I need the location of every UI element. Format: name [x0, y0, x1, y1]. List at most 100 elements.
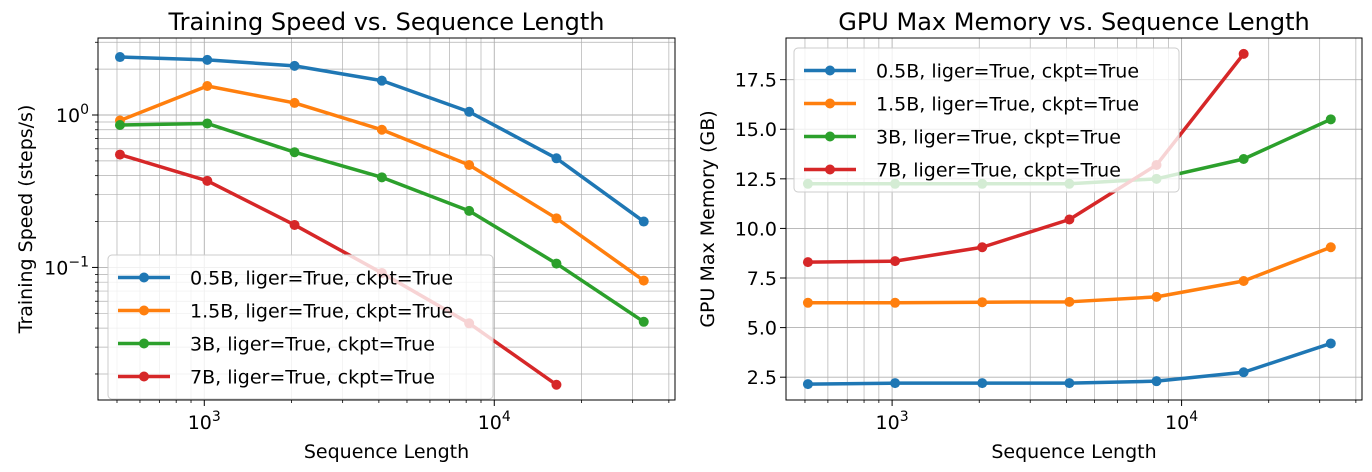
- data-point: [202, 118, 213, 129]
- legend-box: [793, 47, 1180, 193]
- data-point: [114, 119, 125, 130]
- data-point: [464, 205, 475, 216]
- data-point: [551, 153, 562, 164]
- x-tick-label: 103: [188, 409, 221, 434]
- tick-base: 10: [876, 412, 900, 434]
- data-point: [890, 378, 901, 389]
- series-2: [114, 118, 649, 327]
- data-point: [1325, 242, 1336, 253]
- y-axis-label: Training Speed (steps/s): [15, 105, 37, 335]
- data-point: [376, 124, 387, 135]
- y-tick-label: 5.0: [747, 318, 777, 340]
- data-point: [890, 297, 901, 308]
- tick-exponent: 4: [502, 409, 511, 425]
- legend-marker: [825, 98, 835, 109]
- y-tick-label: 15.0: [735, 119, 777, 141]
- data-point: [289, 97, 300, 108]
- tick-base: 10: [56, 105, 80, 127]
- y-tick-label: 7.5: [747, 268, 777, 290]
- data-point: [1238, 153, 1249, 164]
- series-0: [802, 338, 1336, 390]
- y-tick-label: 12.5: [735, 169, 777, 191]
- series-1: [114, 80, 649, 286]
- data-point: [1325, 114, 1336, 125]
- tick-exponent: 3: [900, 409, 909, 425]
- x-tick-label: 104: [478, 409, 511, 434]
- chart-title: Training Speed vs. Sequence Length: [168, 8, 605, 36]
- y-tick-label: 17.5: [735, 70, 777, 92]
- data-point: [802, 297, 813, 308]
- tick-base: 10: [44, 257, 68, 279]
- tick-base: 10: [478, 412, 502, 434]
- x-tick-label: 104: [1165, 409, 1198, 434]
- data-point: [289, 60, 300, 71]
- data-point: [114, 149, 125, 160]
- plot-frame: [785, 37, 1363, 401]
- training-speed-chart: Training Speed vs. Sequence Length Seque…: [15, 8, 676, 463]
- data-point: [114, 52, 125, 63]
- legend-marker: [139, 338, 149, 349]
- y-tick-label: 100: [56, 102, 89, 127]
- legend-marker: [825, 164, 835, 175]
- y-tick-label: 2.5: [747, 367, 777, 389]
- plot-frame: [97, 37, 676, 401]
- y-axis-label: GPU Max Memory (GB): [697, 110, 719, 327]
- data-point: [551, 258, 562, 269]
- chart-title: GPU Max Memory vs. Sequence Length: [838, 8, 1310, 36]
- grid: [786, 38, 1362, 400]
- series-line: [806, 245, 1333, 305]
- data-point: [202, 175, 213, 186]
- data-point: [1151, 376, 1162, 387]
- legend-label: 0.5B, liger=True, ckpt=True: [876, 61, 1139, 83]
- legend-marker: [825, 131, 835, 142]
- y-tick-label: 10−1: [44, 254, 89, 279]
- series-line: [806, 341, 1333, 386]
- data-point: [638, 316, 649, 327]
- data-point: [376, 75, 387, 86]
- legend: 0.5B, liger=True, ckpt=True 1.5B, liger=T…: [107, 254, 494, 400]
- legend-label: 3B, liger=True, ckpt=True: [876, 127, 1121, 149]
- data-point: [202, 80, 213, 91]
- tick-exponent: 3: [212, 409, 221, 425]
- x-axis-label: Sequence Length: [304, 441, 469, 463]
- data-point: [289, 219, 300, 230]
- tick-exponent: −1: [68, 254, 89, 270]
- data-point: [977, 378, 988, 389]
- data-point: [977, 297, 988, 308]
- tick-exponent: 0: [80, 102, 89, 118]
- data-point: [638, 216, 649, 227]
- data-point: [1238, 48, 1249, 59]
- legend-label: 3B, liger=True, ckpt=True: [190, 334, 435, 356]
- data-point: [464, 106, 475, 117]
- tick-exponent: 4: [1189, 409, 1198, 425]
- legend-marker: [139, 305, 149, 316]
- legend-label: 7B, liger=True, ckpt=True: [876, 160, 1121, 182]
- data-point: [1064, 214, 1075, 225]
- data-point: [1064, 378, 1075, 389]
- data-point: [202, 54, 213, 65]
- data-point: [551, 379, 562, 390]
- x-axis-label: Sequence Length: [991, 441, 1156, 463]
- data-point: [802, 379, 813, 390]
- legend-label: 0.5B, liger=True, ckpt=True: [190, 268, 453, 290]
- legend-box: [107, 254, 494, 400]
- legend-label: 1.5B, liger=True, ckpt=True: [876, 94, 1139, 116]
- legend: 0.5B, liger=True, ckpt=True 1.5B, liger=T…: [793, 47, 1180, 193]
- data-point: [1151, 291, 1162, 302]
- data-point: [977, 242, 988, 253]
- x-tick-label: 103: [876, 409, 909, 434]
- legend-label: 7B, liger=True, ckpt=True: [190, 367, 435, 389]
- data-point: [289, 147, 300, 158]
- data-point: [1238, 367, 1249, 378]
- series-1: [802, 242, 1336, 308]
- data-point: [802, 257, 813, 268]
- tick-base: 10: [1165, 412, 1189, 434]
- legend-marker: [139, 371, 149, 382]
- data-point: [1064, 296, 1075, 307]
- data-point: [1325, 338, 1336, 349]
- legend-marker: [139, 272, 149, 283]
- data-point: [551, 213, 562, 224]
- data-point: [638, 275, 649, 286]
- data-point: [890, 256, 901, 267]
